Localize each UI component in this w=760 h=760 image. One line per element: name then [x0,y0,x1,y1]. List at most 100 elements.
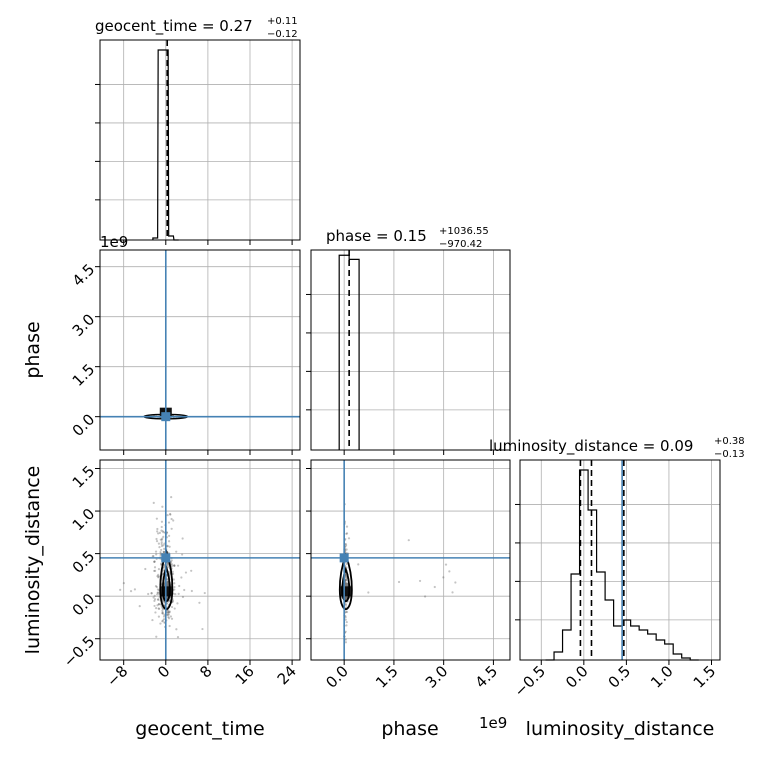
scatter-point [173,582,176,585]
scatter-point [162,544,165,547]
scatter-point [344,638,347,641]
scatter-point [345,532,348,535]
scatter-point [156,527,159,531]
scatter-point [162,550,165,554]
x-tick-label: 1.5 [690,662,720,692]
scatter-point [161,572,164,576]
scatter-point [160,542,163,546]
scatter-point [156,604,159,607]
scatter-point [158,531,161,534]
x-tick-label: 4.5 [472,662,502,692]
scatter-point [171,570,174,573]
scatter-point [159,550,162,554]
title-phase-plus: +1036.55 [439,226,489,237]
histogram-bin [673,654,682,660]
scatter-point [344,610,348,614]
scatter-point [423,595,427,598]
ylabel-luminosity-distance: luminosity_distance [22,466,44,655]
scatter-point [158,545,161,549]
scatter-point [160,548,163,552]
histogram-bin [571,574,580,660]
scatter-point [122,582,125,585]
title-luminosity-distance-minus: −0.13 [714,449,745,460]
scatter-point [167,611,170,615]
histogram-bin [158,50,163,240]
scatter-point [160,520,164,523]
y-tick-label: 3.0 [69,310,99,340]
scatter-point [154,569,157,572]
scatter-point [157,542,160,545]
scatter-point [166,613,169,616]
x-tick-label: 0.0 [562,662,592,692]
scatter-point [173,585,176,589]
histogram-bin [588,510,597,660]
scatter-point [170,562,173,565]
x-tick-label: 16 [232,662,258,688]
scatter-point [170,517,173,521]
scatter-point [160,525,163,529]
x-tick-label: 3.0 [422,662,452,692]
scatter-point [168,611,171,614]
scatter-point [147,592,150,596]
scatter-point [161,609,164,612]
scatter-point [157,615,160,618]
histogram-phase [338,254,360,450]
scatter-point [166,613,169,617]
scatter-point [153,598,157,601]
injection-marker [161,553,171,563]
scatter-point [166,578,169,581]
scatter-point [168,610,171,613]
histogram-bin [639,630,648,660]
panel-frame-phase-vs-geocent-time [99,249,301,451]
scatter-point [168,599,171,603]
xlabel-luminosity-distance: luminosity_distance [526,718,715,740]
scatter-point [156,593,159,596]
scatter-point [162,618,166,621]
scatter-point [129,590,133,593]
scatter-point [168,534,171,537]
scatter-point [161,612,164,615]
injection-marker [161,412,171,422]
scatter-point [167,521,171,524]
scatter-point [150,591,153,595]
y-tick-label: −0.5 [60,632,98,670]
scatter-point [161,620,164,623]
scatter-point [155,539,159,543]
histogram-bin [648,634,657,660]
scatter-point [451,591,454,594]
histogram-bin [656,640,665,660]
ylabel-phase: phase [22,321,44,378]
scatter-point [357,563,360,566]
scatter-point [173,564,176,567]
scatter-point [156,574,159,578]
scatter-point [170,564,174,567]
scatter-point [163,601,166,604]
offset-label-phase-y: 1e9 [100,233,128,251]
scatter-point [407,539,410,542]
histogram-bin [631,626,640,660]
scatter-point [184,571,188,574]
scatter-point [345,525,349,528]
scatter-point [166,580,169,583]
histogram-bin [605,600,614,660]
scatter-point [170,559,173,562]
scatter-point [157,575,160,578]
scatter-point [144,567,147,571]
scatter-point [418,579,422,583]
title-geocent-time: geocent_time = 0.27 [95,17,253,36]
scatter-point [161,611,164,614]
scatter-point [344,630,347,633]
scatter-point [162,531,165,534]
contour-outer [338,552,353,611]
scatter-point [176,602,179,605]
scatter-point [345,620,348,624]
histogram-bin [563,630,572,660]
scatter-point [180,576,183,579]
scatter-point [152,596,155,599]
data-layer [100,40,699,661]
histogram-bin [614,626,623,660]
scatter-point [157,603,161,606]
scatter-point [152,554,155,558]
x-tick-label: 1.5 [372,662,402,692]
scatter-point [167,565,170,568]
